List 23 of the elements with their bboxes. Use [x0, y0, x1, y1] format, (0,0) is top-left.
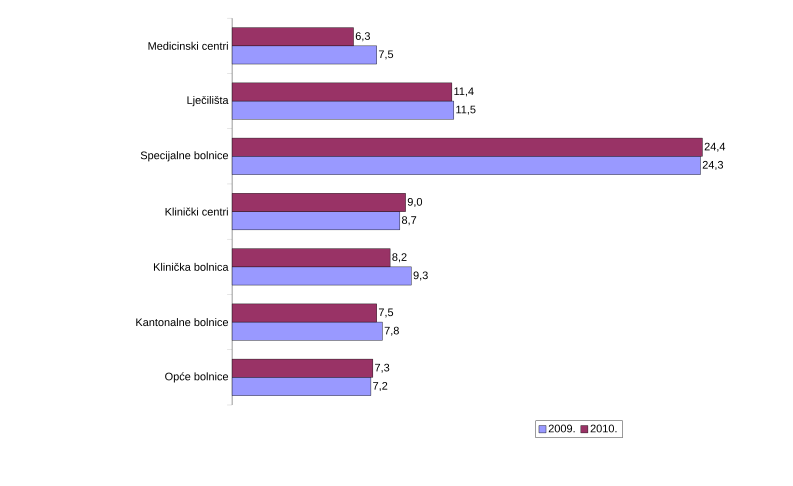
data-label: 7,8 [384, 326, 399, 336]
y-tick-label: Lječilišta [187, 96, 229, 106]
data-label: 7,2 [373, 382, 388, 391]
data-label: 24,3 [702, 160, 724, 170]
y-tick-label: Klinički centri [166, 207, 228, 216]
y-tick-label: Opće bolnice [165, 372, 228, 382]
data-label: 24,4 [704, 142, 726, 152]
y-tick-label: Specijalne bolnice [140, 151, 228, 162]
data-label: 11,5 [456, 106, 476, 115]
data-label: 8,7 [402, 216, 416, 226]
data-label: 11,4 [454, 87, 474, 96]
data-label: 7,5 [378, 308, 394, 318]
data-label: 7,5 [378, 50, 394, 60]
legend-label: 2009. [548, 424, 575, 432]
y-tick-label: Kantonalne bolnice [136, 318, 228, 326]
y-tick-label: Klinička bolnica [154, 262, 229, 271]
data-label: 9,0 [408, 198, 422, 207]
y-tick-label: Medicinski centri [148, 42, 228, 50]
data-label: 7,3 [375, 364, 390, 373]
data-label: 9,3 [414, 271, 428, 280]
legend-label: 2010. [590, 424, 616, 432]
data-label: 8,2 [392, 253, 407, 262]
data-label: 6,3 [356, 32, 370, 42]
